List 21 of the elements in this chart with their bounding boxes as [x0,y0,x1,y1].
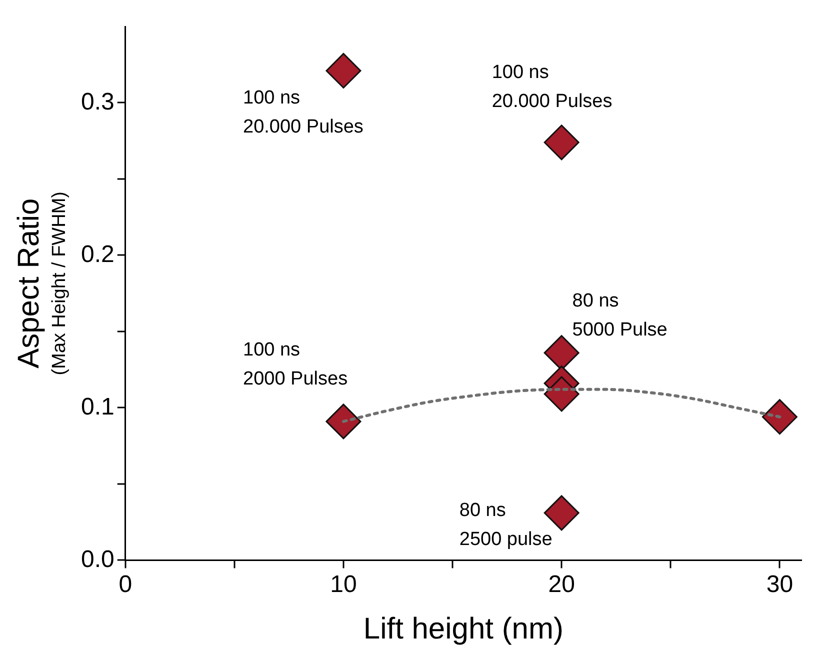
point [544,124,580,160]
y-tick-label: 0.2 [80,240,114,268]
y-tick-label: 0.1 [80,393,114,420]
annotation: 100 ns 20.000 Pulses [492,62,612,112]
annotation: 100 ns 2000 Pulses [243,340,348,390]
y-tick-label: 0.0 [80,546,114,573]
point [544,495,580,531]
annotation: 100 ns 20.000 Pulses [243,88,364,138]
x-tick-label: 10 [330,571,357,598]
x-tick-label: 0 [118,571,132,598]
x-axis-title: Lift height (nm) [363,612,564,646]
point [762,399,798,435]
annotation: 80 ns 2500 pulse [459,500,552,550]
x-tick-label: 30 [766,571,794,598]
point [544,376,580,412]
point [326,52,362,88]
annotation: 80 ns 5000 Pulse [572,290,668,340]
point [326,404,362,440]
x-tick-label: 20 [548,571,575,598]
y-axis-title: Aspect Ratio (Max Height / FWHM) [12,192,70,376]
y-tick-label: 0.3 [80,88,114,116]
